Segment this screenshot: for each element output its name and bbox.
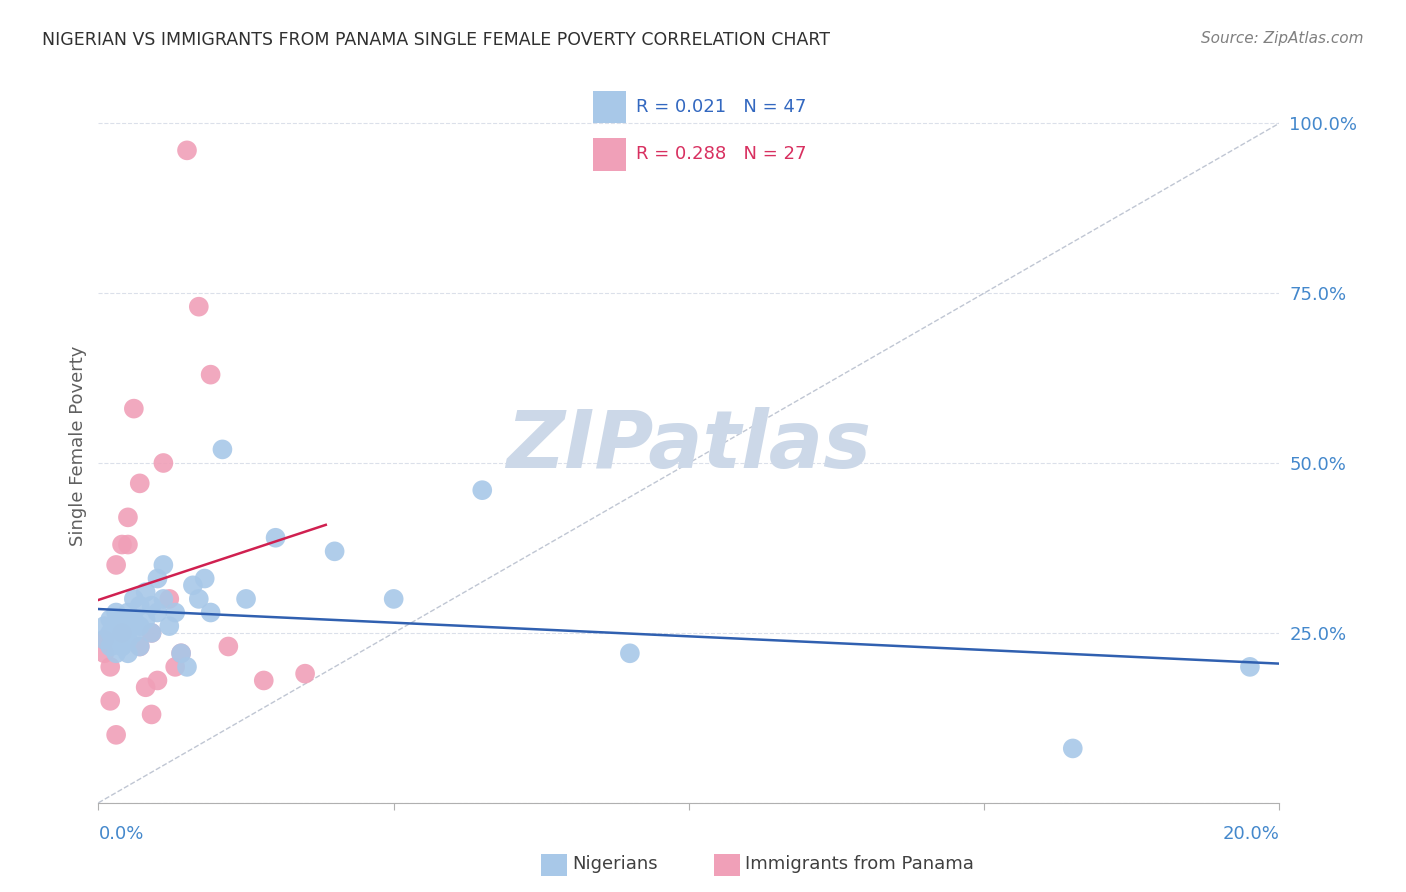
Point — [93, 646, 115, 660]
Point — [105, 646, 128, 660]
FancyBboxPatch shape — [593, 91, 627, 123]
Point — [323, 544, 346, 558]
Point — [135, 612, 157, 626]
Point — [157, 591, 180, 606]
Point — [128, 599, 150, 613]
Point — [146, 606, 169, 620]
Point — [98, 626, 121, 640]
Point — [253, 673, 276, 688]
Point — [294, 666, 316, 681]
Point — [211, 442, 233, 457]
Point — [135, 680, 157, 694]
Point — [146, 572, 169, 586]
Point — [141, 599, 163, 613]
Point — [122, 612, 145, 626]
Point — [157, 619, 180, 633]
Point — [619, 646, 641, 660]
Text: Source: ZipAtlas.com: Source: ZipAtlas.com — [1201, 31, 1364, 46]
Point — [200, 368, 222, 382]
Point — [152, 456, 174, 470]
Point — [93, 632, 115, 647]
Point — [93, 619, 115, 633]
Point — [98, 694, 121, 708]
Point — [98, 640, 121, 654]
Text: R = 0.288   N = 27: R = 0.288 N = 27 — [637, 145, 807, 163]
Point — [187, 591, 209, 606]
Point — [181, 578, 204, 592]
Point — [117, 646, 139, 660]
Point — [187, 300, 209, 314]
Point — [117, 619, 139, 633]
Point — [122, 591, 145, 606]
Point — [122, 626, 145, 640]
Point — [165, 606, 187, 620]
Point — [152, 558, 174, 572]
Point — [111, 626, 134, 640]
Point — [105, 619, 128, 633]
Point — [105, 632, 128, 647]
Point — [105, 558, 128, 572]
Point — [128, 619, 150, 633]
Point — [471, 483, 494, 498]
Point — [117, 510, 139, 524]
Point — [105, 606, 128, 620]
Text: 0.0%: 0.0% — [98, 825, 143, 843]
Point — [128, 640, 150, 654]
Point — [128, 476, 150, 491]
Point — [200, 606, 222, 620]
Point — [141, 626, 163, 640]
Point — [176, 144, 198, 158]
Text: Immigrants from Panama: Immigrants from Panama — [745, 855, 974, 873]
Point — [152, 591, 174, 606]
Point — [105, 728, 128, 742]
Point — [111, 612, 134, 626]
Point — [170, 646, 193, 660]
Point — [111, 626, 134, 640]
Point — [111, 537, 134, 551]
FancyBboxPatch shape — [593, 137, 627, 170]
Text: 20.0%: 20.0% — [1223, 825, 1279, 843]
Point — [117, 537, 139, 551]
Point — [141, 707, 163, 722]
Point — [111, 640, 134, 654]
Point — [146, 673, 169, 688]
Point — [382, 591, 405, 606]
Point — [128, 640, 150, 654]
Point — [264, 531, 287, 545]
Text: NIGERIAN VS IMMIGRANTS FROM PANAMA SINGLE FEMALE POVERTY CORRELATION CHART: NIGERIAN VS IMMIGRANTS FROM PANAMA SINGL… — [42, 31, 830, 49]
Point — [117, 632, 139, 647]
Point — [98, 612, 121, 626]
Y-axis label: Single Female Poverty: Single Female Poverty — [69, 346, 87, 546]
Point — [165, 660, 187, 674]
Point — [235, 591, 257, 606]
Point — [1062, 741, 1084, 756]
Point — [194, 572, 217, 586]
Text: Nigerians: Nigerians — [572, 855, 658, 873]
Point — [170, 646, 193, 660]
Point — [176, 660, 198, 674]
Text: R = 0.021   N = 47: R = 0.021 N = 47 — [637, 98, 807, 116]
Point — [1239, 660, 1261, 674]
Point — [122, 401, 145, 416]
Point — [135, 585, 157, 599]
Point — [217, 640, 239, 654]
Text: ZIPatlas: ZIPatlas — [506, 407, 872, 485]
Point — [93, 632, 115, 647]
Point — [98, 660, 121, 674]
Point — [117, 606, 139, 620]
Point — [141, 626, 163, 640]
